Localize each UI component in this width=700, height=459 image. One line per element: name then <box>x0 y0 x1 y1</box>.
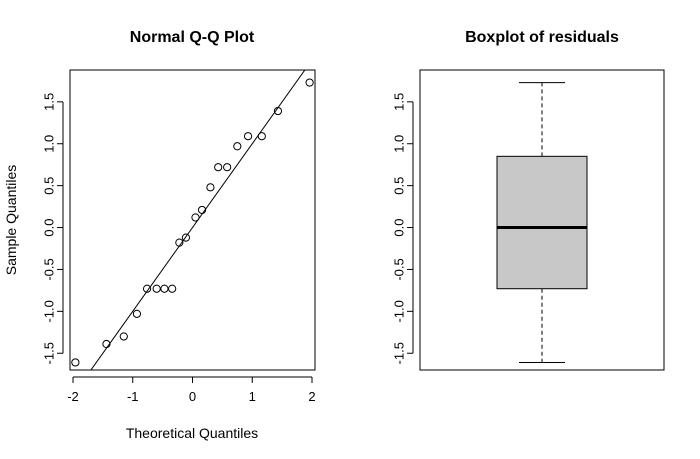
qq-line <box>90 70 306 370</box>
y-tick-label: 0.5 <box>42 177 57 195</box>
y-tick-label: -1.5 <box>392 342 407 364</box>
qq-point <box>132 309 142 318</box>
qq-point <box>233 142 242 151</box>
boxplot-title: Boxplot of residuals <box>465 29 619 46</box>
y-tick-label: 1.5 <box>42 93 57 111</box>
boxplot-panel: Boxplot of residuals -1.5 -1.0 -0.5 0.0 0.5 1… <box>392 29 665 371</box>
qq-point <box>243 132 253 141</box>
qq-y-axis: -1.5 -1.0 -0.5 0.0 0.5 1.0 1.5 <box>42 93 64 364</box>
x-tick-label: -2 <box>67 389 79 404</box>
qq-points <box>71 78 314 367</box>
qq-point <box>175 238 184 247</box>
qq-point <box>197 205 207 215</box>
qq-point <box>152 284 161 293</box>
qq-y-axis-label: Sample Quantiles <box>3 165 19 276</box>
x-tick-label: -1 <box>127 389 139 404</box>
qq-point <box>102 339 111 349</box>
y-tick-label: -1.0 <box>392 300 407 322</box>
boxplot-frame <box>419 69 665 371</box>
qq-point <box>191 213 200 222</box>
y-tick-label: -1.0 <box>42 300 57 322</box>
y-tick-label: -0.5 <box>42 258 57 280</box>
interquartile-box <box>496 155 588 290</box>
qq-point <box>273 106 283 116</box>
qq-point <box>257 132 266 141</box>
qq-plot-frame <box>69 69 316 371</box>
x-tick-label: 1 <box>249 389 256 404</box>
qq-point <box>223 163 232 172</box>
qq-reference-line <box>90 70 306 370</box>
x-tick-label: 0 <box>189 389 196 404</box>
y-tick-label: -0.5 <box>392 258 407 280</box>
qq-point <box>214 163 223 172</box>
qq-plot-title: Normal Q-Q Plot <box>130 29 255 46</box>
qq-point <box>142 284 152 293</box>
qq-point <box>305 78 314 87</box>
qq-x-axis: -2 -1 0 1 2 <box>67 376 316 404</box>
y-tick-label: 1.5 <box>392 93 407 111</box>
qq-plot-panel: Normal Q-Q Plot -2 -1 0 1 2 -1.5 -1.0 -0.5 0.0 0… <box>3 29 316 441</box>
y-tick-label: 0.0 <box>42 219 57 237</box>
y-tick-label: -1.5 <box>42 342 57 364</box>
y-tick-label: 1.0 <box>392 135 407 153</box>
x-tick-label: 2 <box>308 389 315 404</box>
boxplot-y-axis: -1.5 -1.0 -0.5 0.0 0.5 1.0 1.5 <box>392 93 414 364</box>
y-tick-label: 0.5 <box>392 177 407 195</box>
qq-point <box>168 284 177 293</box>
qq-point <box>71 358 80 367</box>
qq-point <box>181 233 191 242</box>
y-tick-label: 1.0 <box>42 135 57 153</box>
qq-point <box>206 183 215 192</box>
boxplot-box <box>496 82 588 363</box>
y-tick-label: 0.0 <box>392 219 407 237</box>
qq-x-axis-label: Theoretical Quantiles <box>126 425 258 441</box>
qq-point <box>160 284 169 293</box>
qq-point <box>119 332 128 341</box>
